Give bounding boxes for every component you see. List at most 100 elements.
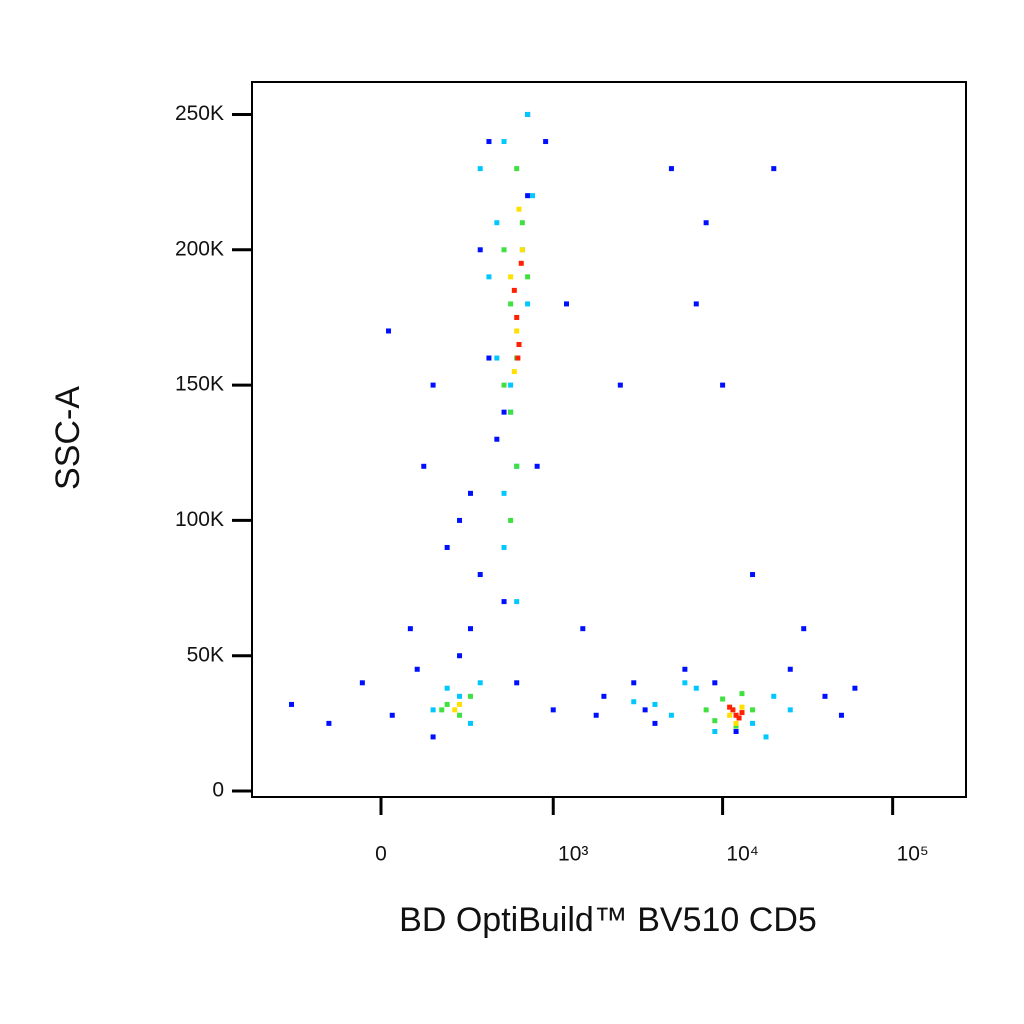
dot: [511, 369, 517, 375]
dot: [787, 666, 793, 672]
dot: [631, 699, 637, 705]
dot: [494, 355, 500, 361]
dot: [550, 707, 556, 713]
y-tick-label: 250K: [175, 102, 224, 125]
y-tick-label: 0: [212, 779, 224, 802]
dot: [457, 693, 463, 699]
dot: [501, 490, 507, 496]
dot: [525, 193, 531, 199]
dot: [727, 712, 733, 718]
dot: [477, 680, 483, 686]
dot: [730, 707, 736, 713]
dot: [430, 382, 436, 388]
dot: [501, 544, 507, 550]
dot: [822, 693, 828, 699]
dot: [359, 680, 365, 686]
dot: [631, 680, 637, 686]
dot: [508, 409, 514, 415]
dot: [543, 139, 549, 145]
dot: [514, 314, 520, 320]
dot: [501, 382, 507, 388]
dot: [515, 355, 521, 361]
dot: [787, 707, 793, 713]
dot: [580, 626, 586, 632]
dot: [477, 572, 483, 578]
dot: [733, 712, 739, 718]
dot: [518, 260, 524, 266]
dot: [414, 666, 420, 672]
dot: [668, 712, 674, 718]
dot: [508, 274, 514, 280]
dot: [467, 693, 473, 699]
dot: [501, 139, 507, 145]
points: [289, 111, 858, 740]
dot: [739, 710, 745, 716]
dot: [750, 707, 756, 713]
dot: [838, 712, 844, 718]
dot: [652, 701, 658, 707]
dot: [457, 653, 463, 659]
dot: [771, 693, 777, 699]
dot: [457, 701, 463, 707]
dot: [389, 712, 395, 718]
dot: [733, 729, 739, 735]
dot: [750, 572, 756, 578]
dot: [720, 696, 726, 702]
dot: [477, 166, 483, 172]
dot: [593, 712, 599, 718]
dot: [736, 715, 742, 721]
dot: [852, 685, 858, 691]
dot: [486, 355, 492, 361]
y-tick-label: 100K: [175, 508, 224, 531]
dot: [477, 247, 483, 253]
dot: [289, 701, 295, 707]
dot: [501, 247, 507, 253]
dot: [486, 139, 492, 145]
dot: [386, 328, 392, 334]
dot: [703, 707, 709, 713]
dot: [444, 685, 450, 691]
dot: [703, 220, 709, 226]
dot: [712, 718, 718, 724]
dot: [467, 626, 473, 632]
y-axis-title: SSC-A: [49, 386, 87, 490]
plot-frame: [251, 81, 967, 798]
x-tick-label: 10⁴: [726, 843, 758, 866]
dot: [508, 382, 514, 388]
dot: [530, 193, 536, 199]
dot: [682, 666, 688, 672]
dot: [501, 409, 507, 415]
dot: [720, 382, 726, 388]
dot: [763, 734, 769, 740]
dot: [693, 301, 699, 307]
dot: [457, 517, 463, 523]
dot: [439, 707, 445, 713]
dot: [407, 626, 413, 632]
dot: [642, 707, 648, 713]
dot: [430, 734, 436, 740]
dot: [467, 720, 473, 726]
dot: [494, 436, 500, 442]
dot: [508, 301, 514, 307]
dot: [514, 680, 520, 686]
dot: [514, 328, 520, 334]
dot: [519, 220, 525, 226]
y-tick-label: 50K: [187, 643, 224, 666]
dot: [519, 247, 525, 253]
dot: [739, 691, 745, 697]
dot: [511, 287, 517, 293]
dot: [617, 382, 623, 388]
dot: [421, 463, 427, 469]
dot: [739, 704, 745, 710]
dot: [525, 111, 531, 117]
dot: [516, 342, 522, 348]
dot: [601, 693, 607, 699]
dot: [525, 301, 531, 307]
dot: [525, 274, 531, 280]
dot: [457, 712, 463, 718]
y-tick-label: 150K: [175, 373, 224, 396]
dot: [727, 704, 733, 710]
dot: [563, 301, 569, 307]
x-tick-label: 10³: [558, 843, 588, 866]
